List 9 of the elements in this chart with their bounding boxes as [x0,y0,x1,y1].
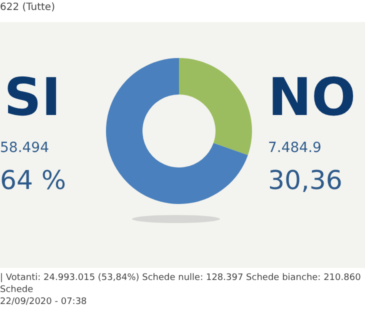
slice-label: SI [4,68,62,128]
slice-label: NO [268,68,356,128]
text: 22/09/2020 - 07:38 [0,296,88,308]
text: 7.484.9 [268,140,322,156]
text: 58.494 [0,140,50,156]
data-label: 30,36 [268,166,344,196]
chart-title: 622 (Tutte) [0,2,55,13]
text: | Votanti: 24.993.015 (53,84%) Schede nulle: 128.397 Schede bianche: 210.860 Schede [0,272,362,296]
text: 64 % [0,166,66,196]
